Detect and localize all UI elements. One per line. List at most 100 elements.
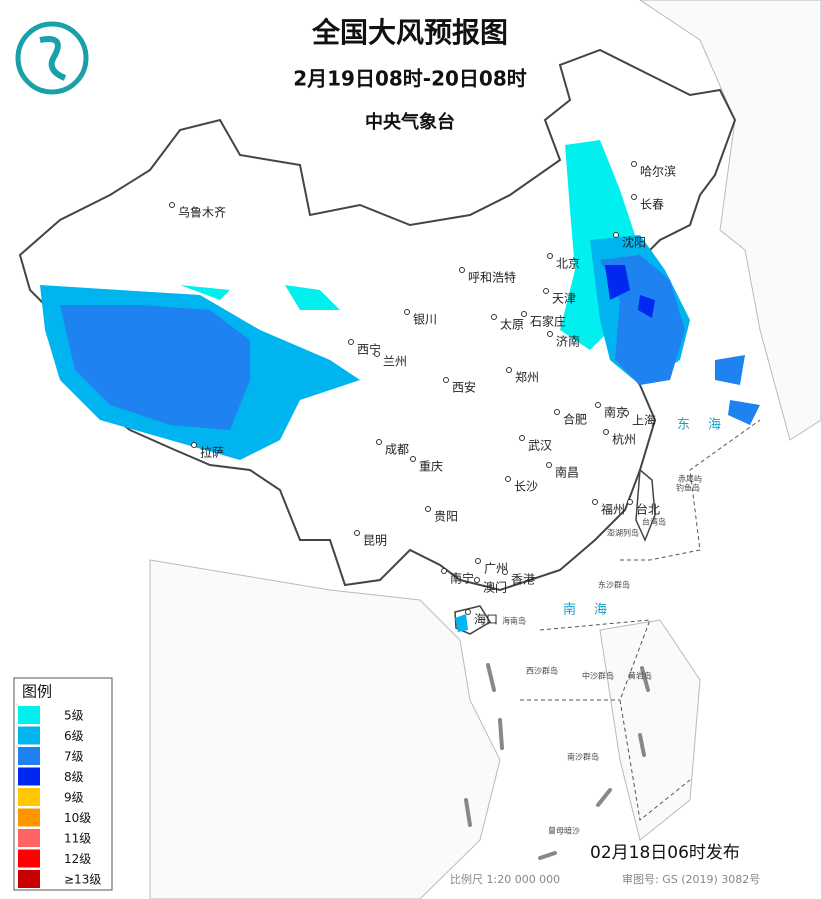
city-dot (546, 462, 552, 468)
city-dot (519, 435, 525, 441)
island-label: 台湾岛 (642, 517, 666, 527)
city-dot (348, 339, 354, 345)
city-label: 拉萨 (200, 445, 224, 460)
island-label: 西沙群岛 (526, 666, 558, 676)
city-label: 澳门 (483, 580, 507, 595)
city-label: 长沙 (514, 480, 538, 494)
city-dot (627, 499, 633, 505)
legend: 5级 6级 7级 8级 9级 10级 11级 12级 ≥13级 (18, 706, 101, 888)
city-label: 合肥 (563, 412, 587, 427)
city-label: 福州 (601, 502, 625, 517)
legend-swatch (18, 726, 40, 745)
city-dot (441, 568, 447, 574)
city-dot (543, 288, 549, 294)
city-label: 银川 (413, 313, 437, 327)
neighbour-land (149, 559, 501, 899)
city-label: 贵阳 (434, 510, 458, 524)
scale: 比例尺 1:20 000 000 (450, 872, 560, 886)
island-label: 钓鱼岛 (676, 483, 700, 493)
city-label: 台北 (636, 502, 660, 517)
city-dot (631, 161, 637, 167)
city-dot (425, 506, 431, 512)
wind-area (180, 285, 340, 310)
city-label: 重庆 (419, 460, 443, 474)
legend-label: 10级 (64, 811, 91, 825)
city-label: 北京 (556, 257, 580, 271)
city-dot (592, 499, 598, 505)
boundary-dashes (520, 419, 761, 821)
logo-mark (39, 36, 67, 81)
city-dot (547, 331, 553, 337)
island-label: 澎湖列岛 (607, 528, 639, 538)
city-label: 成都 (385, 443, 409, 457)
legend-swatch (18, 747, 40, 765)
title: 全国大风预报图 (311, 16, 508, 49)
legend-label: 6级 (64, 729, 84, 743)
city-label: 石家庄 (530, 314, 566, 329)
city-dot (374, 351, 380, 357)
city-label: 乌鲁木齐 (178, 205, 226, 220)
neighbour-land (599, 619, 701, 841)
city-dot (502, 569, 508, 575)
city-label: 长春 (640, 198, 664, 212)
legend-label: ≥13级 (64, 873, 101, 887)
city-label: 太原 (500, 317, 524, 332)
nine-dash-line (464, 663, 650, 860)
city-dot (376, 439, 382, 445)
city-dot (554, 409, 560, 415)
city-dot (443, 377, 449, 383)
city-label: 昆明 (363, 534, 387, 548)
city-dot (521, 311, 527, 317)
city-label: 哈尔滨 (640, 164, 676, 179)
review-number: 审图号: GS (2019) 3082号 (622, 872, 760, 886)
city-label: 郑州 (515, 370, 539, 385)
city-dot (506, 367, 512, 373)
taiwan (635, 468, 656, 542)
legend-swatch (18, 870, 40, 888)
city-label: 西安 (452, 380, 476, 395)
wind-area (60, 305, 250, 430)
legend-swatch (18, 788, 40, 806)
city-dot (631, 194, 637, 200)
island-label: 中沙群岛 (582, 671, 614, 681)
legend-title: 图例 (22, 683, 52, 701)
city-label: 武汉 (528, 439, 552, 453)
issue-time: 02月18日06时发布 (590, 843, 740, 863)
legend-label: 9级 (64, 791, 84, 805)
island-label: 海南岛 (502, 616, 526, 626)
city-dot (459, 267, 465, 273)
legend-label: 8级 (64, 770, 84, 784)
agency: 中央气象台 (365, 111, 455, 133)
city-dot (410, 456, 416, 462)
city-dot (474, 577, 480, 583)
city-label: 南宁 (450, 571, 474, 586)
neighbour-land (639, 0, 821, 441)
legend-swatch (18, 808, 40, 827)
city-dot (404, 309, 410, 315)
sea-label: 南海 (563, 602, 625, 618)
sea-label: 东海 (677, 418, 739, 433)
city-label: 南昌 (555, 465, 579, 480)
legend-label: 12级 (64, 852, 91, 866)
legend-swatch (18, 849, 40, 868)
city-label: 沈阳 (622, 235, 646, 250)
city-dot (169, 202, 175, 208)
legend-label: 7级 (64, 750, 84, 764)
city-dot (354, 530, 360, 536)
city-label: 南京 (604, 405, 628, 420)
city-dot (491, 314, 497, 320)
legend-swatch (18, 829, 40, 847)
wind-area (455, 614, 468, 632)
city-dot (603, 429, 609, 435)
legend-label: 11级 (64, 832, 91, 846)
city-dot (465, 609, 471, 615)
city-label: 济南 (556, 334, 580, 349)
city-label: 天津 (552, 292, 576, 306)
island-label: 赤尾屿 (678, 475, 702, 484)
island-label: 曾母暗沙 (548, 826, 580, 836)
city-dot (623, 410, 629, 416)
city-label: 兰州 (383, 355, 407, 369)
legend-label: 5级 (64, 709, 84, 723)
